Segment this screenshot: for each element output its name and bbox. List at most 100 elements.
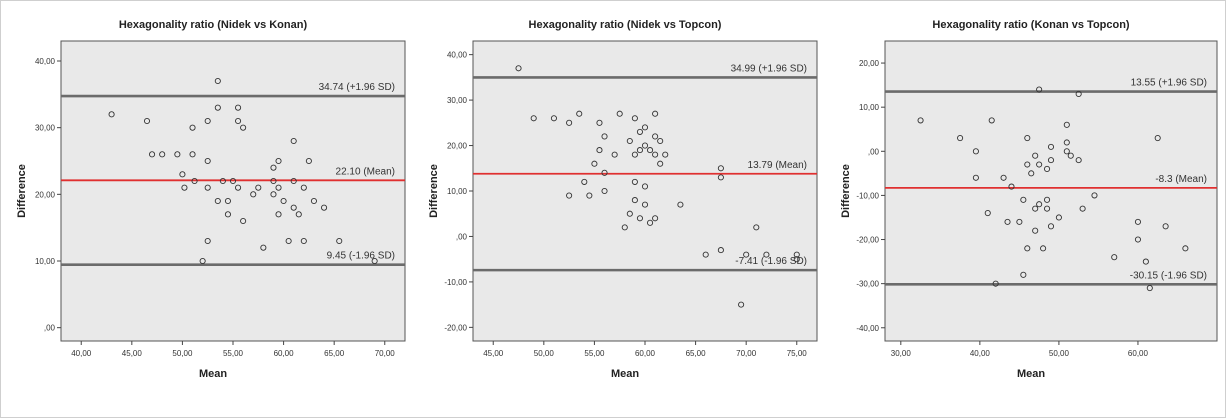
data-point xyxy=(1032,227,1039,234)
data-point xyxy=(204,184,211,191)
data-point xyxy=(1182,245,1189,252)
x-tick-label: 50,00 xyxy=(172,349,193,358)
mean-line-label: 13.79 (Mean) xyxy=(748,160,807,171)
data-point xyxy=(1043,165,1051,172)
data-point xyxy=(1043,205,1051,212)
x-tick-label: 55,00 xyxy=(223,349,244,358)
data-point xyxy=(1063,148,1070,155)
data-point xyxy=(290,204,297,211)
data-point xyxy=(214,77,221,85)
x-tick-label: 45,00 xyxy=(483,349,504,358)
y-tick-label: -30,00 xyxy=(856,280,879,289)
data-point xyxy=(300,184,307,191)
data-point xyxy=(586,192,593,199)
data-point xyxy=(1111,254,1118,261)
data-point xyxy=(240,217,247,225)
data-point xyxy=(793,256,800,263)
data-point xyxy=(235,184,242,191)
data-point xyxy=(1024,245,1031,252)
data-point xyxy=(229,177,237,185)
data-point xyxy=(1142,258,1149,265)
data-point xyxy=(275,184,282,191)
y-tick-label: -10,00 xyxy=(444,278,467,287)
y-tick-label: 40,00 xyxy=(447,51,468,60)
data-point xyxy=(1063,139,1070,146)
data-point xyxy=(143,117,151,125)
upper-limit-label: 34.74 (+1.96 SD) xyxy=(319,82,395,93)
data-point xyxy=(596,147,603,154)
chart-svg: Hexagonality ratio (Nidek vs Topcon) -20,… xyxy=(428,19,818,380)
data-point xyxy=(270,191,277,198)
data-point xyxy=(219,177,226,185)
data-point xyxy=(753,224,760,231)
data-point xyxy=(957,135,964,142)
data-point xyxy=(290,137,297,145)
x-axis-label: Mean xyxy=(199,368,227,380)
data-point xyxy=(1047,157,1055,164)
data-point xyxy=(591,160,598,167)
data-point xyxy=(235,104,242,111)
y-tick-label: -40,00 xyxy=(856,324,879,333)
data-point xyxy=(1032,152,1039,159)
data-point xyxy=(616,110,623,117)
data-point xyxy=(191,177,198,185)
data-point xyxy=(717,174,724,181)
data-point xyxy=(566,119,573,126)
data-point xyxy=(1134,218,1142,225)
y-tick-label: -20,00 xyxy=(444,323,467,332)
data-point xyxy=(179,171,186,178)
data-point xyxy=(1020,196,1027,203)
y-tick-label: 40,00 xyxy=(35,57,56,66)
data-point xyxy=(992,280,999,287)
data-point xyxy=(647,147,654,154)
data-point xyxy=(550,115,557,122)
chart-panel-konan-vs-topcon: Hexagonality ratio (Konan vs Topcon) -40,… xyxy=(825,1,1225,419)
data-point xyxy=(636,147,643,154)
data-point xyxy=(1075,90,1082,97)
y-tick-label: 10,00 xyxy=(447,187,468,196)
chart-title: Hexagonality ratio (Konan vs Topcon) xyxy=(932,19,1130,31)
data-point xyxy=(1134,236,1142,243)
data-point xyxy=(1067,152,1074,159)
data-point xyxy=(631,178,638,185)
data-point xyxy=(336,237,343,245)
data-point xyxy=(636,215,643,222)
y-tick-label: ,00 xyxy=(868,147,880,156)
data-point xyxy=(199,257,206,265)
lower-limit-label: -30.15 (-1.96 SD) xyxy=(1130,270,1207,281)
chart-title: Hexagonality ratio (Nidek vs Topcon) xyxy=(529,19,722,31)
data-point xyxy=(1008,183,1015,190)
data-point xyxy=(108,111,115,118)
data-point xyxy=(204,157,211,165)
y-tick-label: 30,00 xyxy=(447,96,468,105)
x-tick-label: 65,00 xyxy=(324,349,345,358)
chart-title: Hexagonality ratio (Nidek vs Konan) xyxy=(119,19,308,31)
data-point xyxy=(235,117,242,125)
data-point xyxy=(305,157,312,165)
data-point xyxy=(1146,285,1153,292)
data-point xyxy=(1036,201,1043,208)
x-tick-label: 70,00 xyxy=(375,349,396,358)
chart-svg: Hexagonality ratio (Nidek vs Konan) ,00 10… xyxy=(16,19,406,380)
x-tick-label: 40,00 xyxy=(970,349,991,358)
data-point xyxy=(1079,205,1086,212)
data-point xyxy=(631,197,638,204)
data-point xyxy=(743,251,750,258)
data-point xyxy=(1028,170,1035,177)
data-point xyxy=(204,237,211,245)
data-point xyxy=(295,211,302,218)
x-tick-label: 60,00 xyxy=(1128,349,1149,358)
data-point xyxy=(224,211,231,218)
data-point xyxy=(1024,161,1031,168)
data-point xyxy=(988,117,995,124)
lower-limit-label: -7.41 (-1.96 SD) xyxy=(735,256,807,267)
data-point xyxy=(204,117,211,125)
data-point xyxy=(657,160,664,167)
x-tick-label: 75,00 xyxy=(787,349,808,358)
data-point xyxy=(984,210,991,217)
y-tick-label: 30,00 xyxy=(35,124,56,133)
data-point xyxy=(1047,143,1055,150)
data-point xyxy=(576,110,583,117)
data-point xyxy=(631,115,638,122)
